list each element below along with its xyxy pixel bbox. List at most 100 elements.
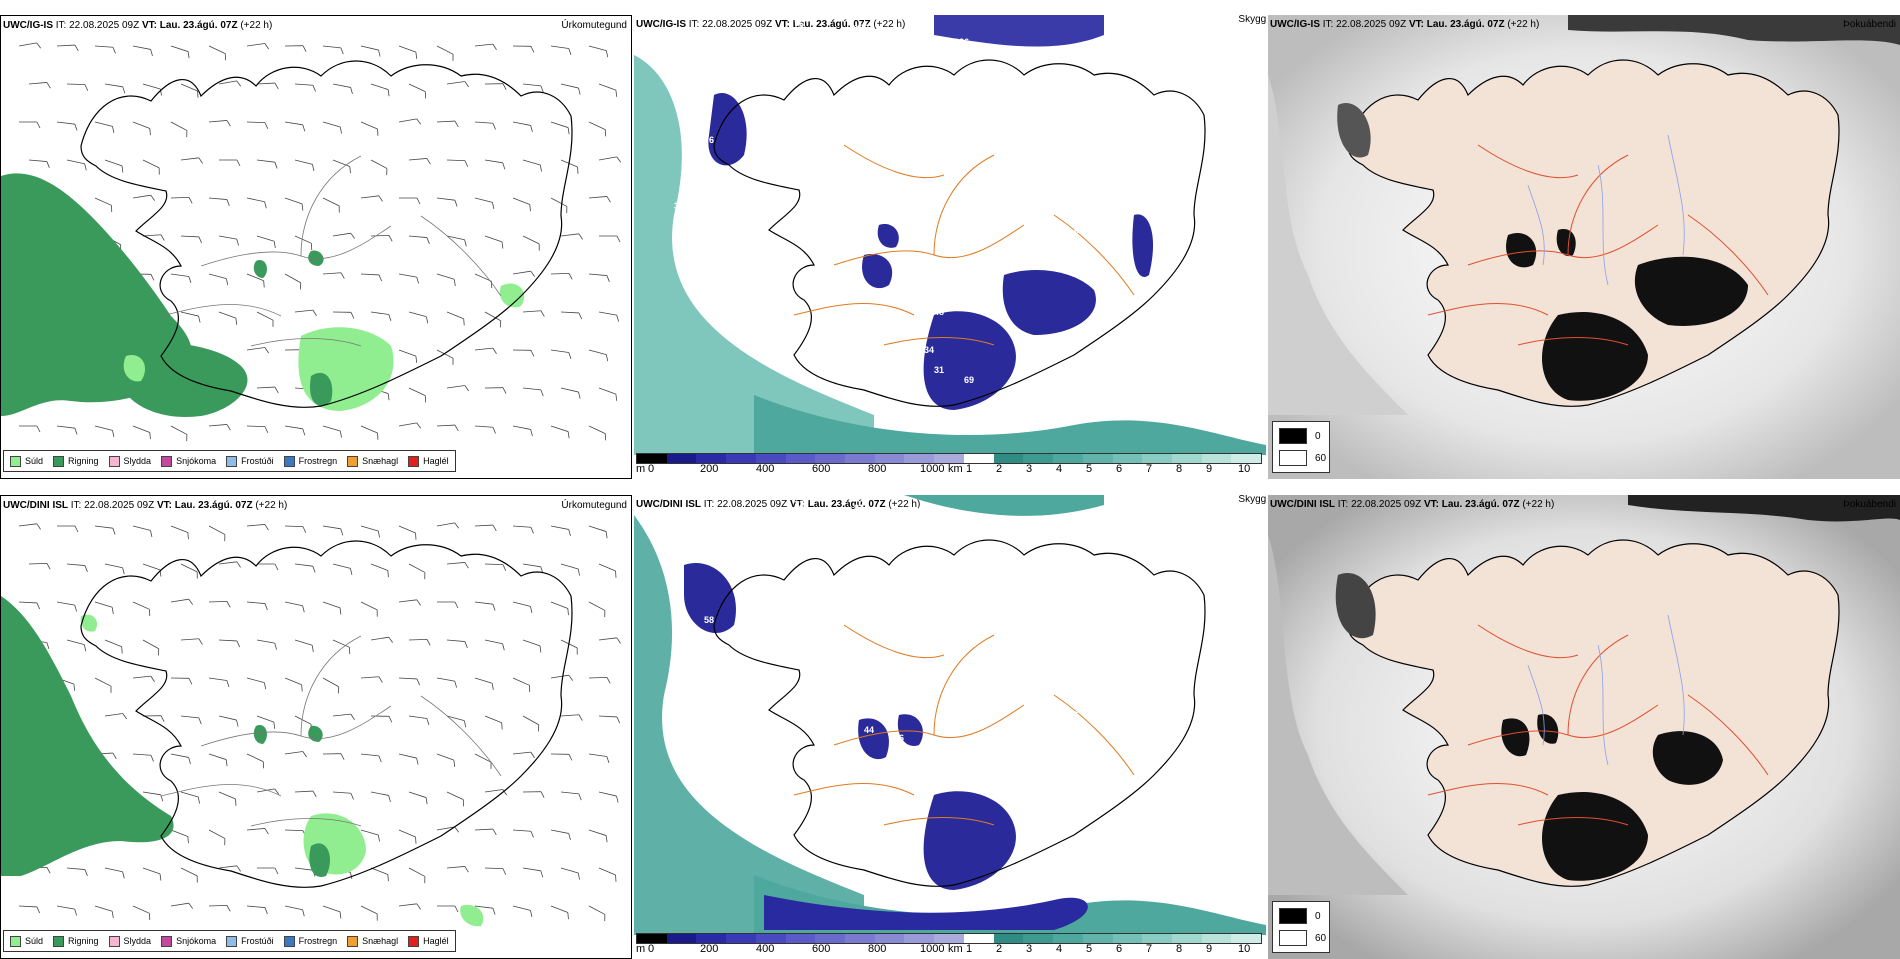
legend-label: Rigning	[68, 936, 99, 946]
rain-patch-mid	[254, 260, 267, 278]
legend-label: Frostúði	[241, 936, 274, 946]
legend-swatch	[347, 936, 358, 947]
visibility-value-label: 41	[994, 255, 1004, 265]
visibility-value-label: 92	[924, 625, 934, 635]
visibility-value-label: 72	[690, 165, 700, 175]
colorbar-unit-m: m	[636, 463, 645, 475]
legend-swatch	[10, 456, 21, 467]
visibility-value-label: 56	[934, 165, 944, 175]
legend-swatch	[53, 456, 64, 467]
legend-swatch	[161, 456, 172, 467]
visibility-value-label: 127	[794, 499, 809, 509]
precip-legend: Súld Rigning Slydda Snjókoma Frostúði Fr…	[3, 930, 456, 952]
visibility-value-label: 125	[774, 515, 789, 525]
visibility-value-label: 109	[854, 23, 869, 33]
rain-patch-south	[309, 843, 330, 877]
visibility-value-label: 48	[1104, 235, 1114, 245]
legend-swatch	[53, 936, 64, 947]
visibility-value-label: 594	[1124, 685, 1139, 695]
panel-title: Skyggni	[1238, 15, 1266, 25]
legend-label: Rigning	[68, 456, 99, 466]
panel-precip-type-bottom: UWC/DINI ISL IT: 22.08.2025 09Z VT: Lau.…	[0, 495, 632, 959]
visibility-value-label: 47	[744, 585, 754, 595]
visibility-value-label: 31	[934, 365, 944, 375]
fog-legend: 0 60	[1272, 901, 1330, 953]
legend-label: Slydda	[124, 456, 152, 466]
visibility-value-label: 36	[894, 733, 904, 743]
visibility-value-label: 63	[744, 295, 754, 305]
visibility-value-label: 52	[744, 105, 754, 115]
visibility-value-label: 94	[774, 35, 784, 45]
visibility-value-label: 54	[794, 325, 804, 335]
fog-index-map	[1268, 15, 1900, 479]
visibility-value-label: 76	[704, 135, 714, 145]
precip-map	[1, 16, 632, 479]
legend-label: Súld	[25, 456, 43, 466]
visibility-colorbar: m 0 200 400 600 800 1000 km 1 2 3 4 5 6 …	[636, 453, 1262, 477]
visibility-value-label: 41	[682, 665, 692, 675]
roads	[161, 156, 501, 346]
visibility-value-label: 44	[864, 725, 874, 735]
visibility-value-label: 39	[1034, 725, 1044, 735]
visibility-value-label: 43	[844, 225, 854, 235]
colorbar-unit-m: m	[636, 943, 645, 955]
legend-swatch	[1279, 428, 1307, 444]
legend-label: 0	[1315, 911, 1321, 922]
visibility-value-label: 40	[1034, 245, 1044, 255]
visibility-map	[634, 495, 1266, 959]
precip-map	[1, 496, 632, 959]
visibility-value-label: 39	[674, 681, 684, 691]
visibility-value-label: 58	[704, 615, 714, 625]
visibility-value-label: 36	[674, 201, 684, 211]
legend-label: 0	[1315, 431, 1321, 442]
visibility-value-label: 73	[1034, 395, 1044, 405]
panel-title: Þokuábendi	[1843, 19, 1896, 30]
visibility-value-label: 98	[914, 25, 924, 35]
rain-patch-mid2	[308, 726, 323, 742]
rain-area-west	[1, 596, 174, 876]
visibility-value-label: 53	[894, 253, 904, 263]
visibility-value-label: 34	[884, 345, 894, 355]
visibility-value-label: 66	[1154, 185, 1164, 195]
panel-title: Skyggni	[1238, 495, 1266, 505]
visibility-value-label: 126	[954, 37, 969, 47]
visibility-value-label: 46	[1074, 225, 1084, 235]
panel-precip-type-top: UWC/IG-IS IT: 22.08.2025 09Z VT: Lau. 23…	[0, 15, 632, 479]
visibility-value-label: 16	[924, 145, 934, 155]
visibility-value-label: 55	[682, 185, 692, 195]
legend-swatch	[226, 456, 237, 467]
visibility-value-label: 33	[1074, 705, 1084, 715]
roads	[161, 636, 501, 826]
visibility-value-label: 76	[794, 19, 804, 29]
visibility-value-label: 69	[964, 375, 974, 385]
visibility-value-label: 69	[1154, 665, 1164, 675]
legend-label: Snjókoma	[176, 936, 216, 946]
legend-label: Snæhagl	[362, 456, 398, 466]
visibility-value-label: 81	[854, 503, 864, 513]
legend-label: Slydda	[124, 936, 152, 946]
visibility-value-label: 47	[914, 505, 924, 515]
visibility-value-label: 31	[1104, 695, 1114, 705]
legend-label: Frostúði	[241, 456, 274, 466]
visibility-value-label: 54	[934, 645, 944, 655]
visibility-value-label: 53	[1124, 205, 1134, 215]
fog-legend: 0 60	[1272, 421, 1330, 473]
legend-swatch	[284, 936, 295, 947]
visibility-map	[634, 15, 1266, 479]
visibility-value-label: 34	[924, 345, 934, 355]
panel-visibility-top: UWC/IG-IS IT: 22.08.2025 09Z VT: Lau. 23…	[634, 15, 1266, 479]
legend-swatch	[1279, 930, 1307, 946]
legend-label: Haglél	[423, 936, 449, 946]
legend-swatch	[1279, 450, 1307, 466]
fog-index-map	[1268, 495, 1900, 959]
legend-label: 60	[1315, 933, 1326, 944]
visibility-value-label: 709	[954, 517, 969, 527]
colorbar-unit-km: km	[948, 943, 963, 955]
legend-label: 60	[1315, 453, 1326, 464]
panel-fog-index-top: UWC/IG-IS IT: 22.08.2025 09Z VT: Lau. 23…	[1268, 15, 1900, 479]
precip-legend: Súld Rigning Slydda Snjókoma Frostúði Fr…	[3, 450, 456, 472]
colorbar-unit-km: km	[948, 463, 963, 475]
panel-header: UWC/DINI ISL IT: 22.08.2025 09Z VT: Lau.…	[636, 499, 920, 510]
legend-swatch	[109, 936, 120, 947]
legend-label: Snæhagl	[362, 936, 398, 946]
